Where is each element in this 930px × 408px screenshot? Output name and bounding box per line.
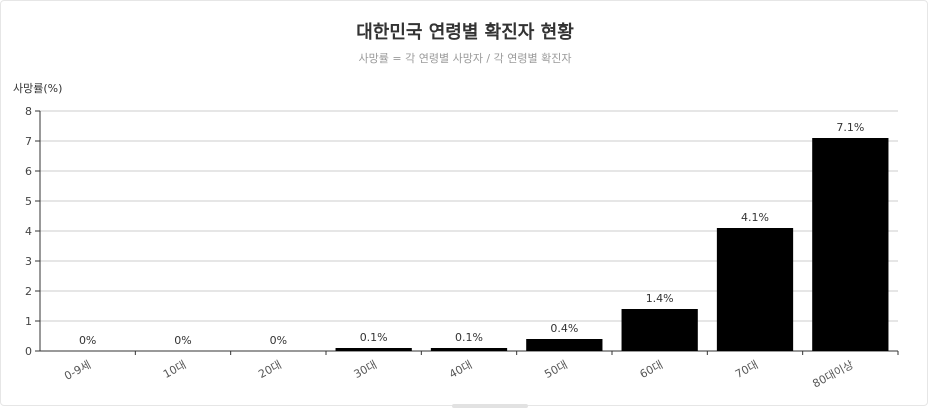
bar [430, 348, 508, 351]
bar [526, 339, 603, 351]
y-tick-label: 4 [25, 225, 32, 238]
y-tick-label: 3 [25, 255, 32, 268]
data-label: 0.1% [360, 331, 388, 344]
y-tick-label: 6 [25, 165, 32, 178]
x-tick-label: 40대 [447, 358, 474, 381]
y-tick-label: 0 [25, 345, 32, 358]
x-tick-label: 70대 [733, 358, 760, 381]
y-axis-label: 사망률(%) [13, 82, 63, 95]
data-label: 1.4% [646, 292, 674, 305]
data-label: 4.1% [741, 211, 769, 224]
chart-title: 대한민국 연령별 확진자 현황 [356, 22, 574, 43]
data-label: 0% [174, 334, 191, 347]
y-tick-label: 7 [25, 135, 32, 148]
x-tick-label: 60대 [638, 358, 665, 381]
x-tick-label: 30대 [352, 358, 379, 381]
y-tick-label: 2 [25, 285, 32, 298]
x-tick-label: 20대 [256, 358, 283, 381]
data-label: 0% [79, 334, 96, 347]
y-tick-label: 8 [25, 105, 32, 118]
bar [335, 348, 412, 351]
bar [621, 309, 698, 351]
x-tick-label: 50대 [542, 358, 569, 381]
data-label: 0.1% [455, 331, 483, 344]
data-label: 0% [270, 334, 287, 347]
data-label: 7.1% [836, 121, 864, 134]
x-tick-label: 10대 [161, 358, 188, 381]
y-tick-label: 5 [25, 195, 32, 208]
x-tick-label: 80대이상 [810, 358, 855, 390]
bar [812, 138, 889, 351]
y-tick-label: 1 [25, 315, 32, 328]
bar [716, 228, 794, 351]
scroll-indicator [452, 404, 528, 408]
x-tick-label: 0-9세 [62, 358, 93, 383]
data-label: 0.4% [550, 322, 578, 335]
chart-subtitle: 사망률 = 각 연령별 사망자 / 각 연령별 확진자 [358, 52, 572, 65]
